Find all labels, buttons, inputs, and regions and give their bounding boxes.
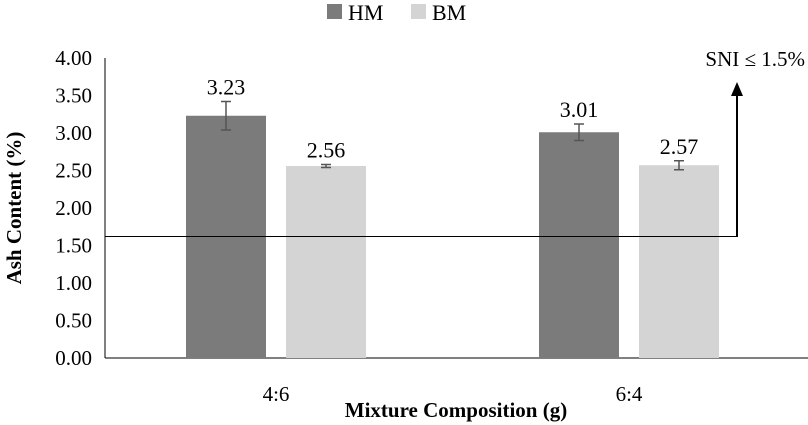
reference-arrow-head [731,82,743,96]
y-axis-title: Ash Content (%) [2,132,26,285]
x-axis-title: Mixture Composition (g) [345,398,567,422]
y-tick-label: 0.00 [55,346,92,370]
x-tick-label-4-6: 4:6 [263,382,290,406]
y-tick-label: 3.00 [55,121,92,145]
y-tick-label: 4.00 [55,46,92,70]
data-label-bm-1: 2.57 [660,134,699,159]
bar-series: 3.23 3.01 2.56 2.57 [186,75,719,358]
error-bar-bm-1 [674,160,684,171]
legend-label-bm: BM [432,0,466,25]
data-label-hm-1: 3.01 [560,97,599,122]
bar-hm-1 [539,132,619,358]
legend-swatch-hm [327,4,342,19]
y-tick-label: 1.00 [55,271,92,295]
y-tick-label: 3.50 [55,84,92,108]
y-tick-labels: 0.00 0.50 1.00 1.50 2.00 2.50 3.00 3.50 … [55,46,92,370]
x-tick-label-6-4: 6:4 [616,382,643,406]
legend-swatch-bm [411,4,426,19]
legend: HM BM [327,0,466,25]
y-tick-label: 0.50 [55,309,92,333]
legend-label-hm: HM [348,0,383,25]
data-label-bm-0: 2.56 [307,138,346,163]
error-bar-hm-1 [574,123,584,142]
reference-label: SNI ≤ 1.5% [705,47,805,71]
y-tick-label: 1.50 [55,234,92,258]
y-tick-label: 2.50 [55,159,92,183]
bar-bm-0 [286,166,366,358]
y-tick-label: 2.00 [55,196,92,220]
bar-bm-1 [639,165,719,358]
error-bar-bm-0 [321,163,331,169]
data-label-hm-0: 3.23 [207,75,246,100]
error-bar-hm-0 [221,100,231,131]
